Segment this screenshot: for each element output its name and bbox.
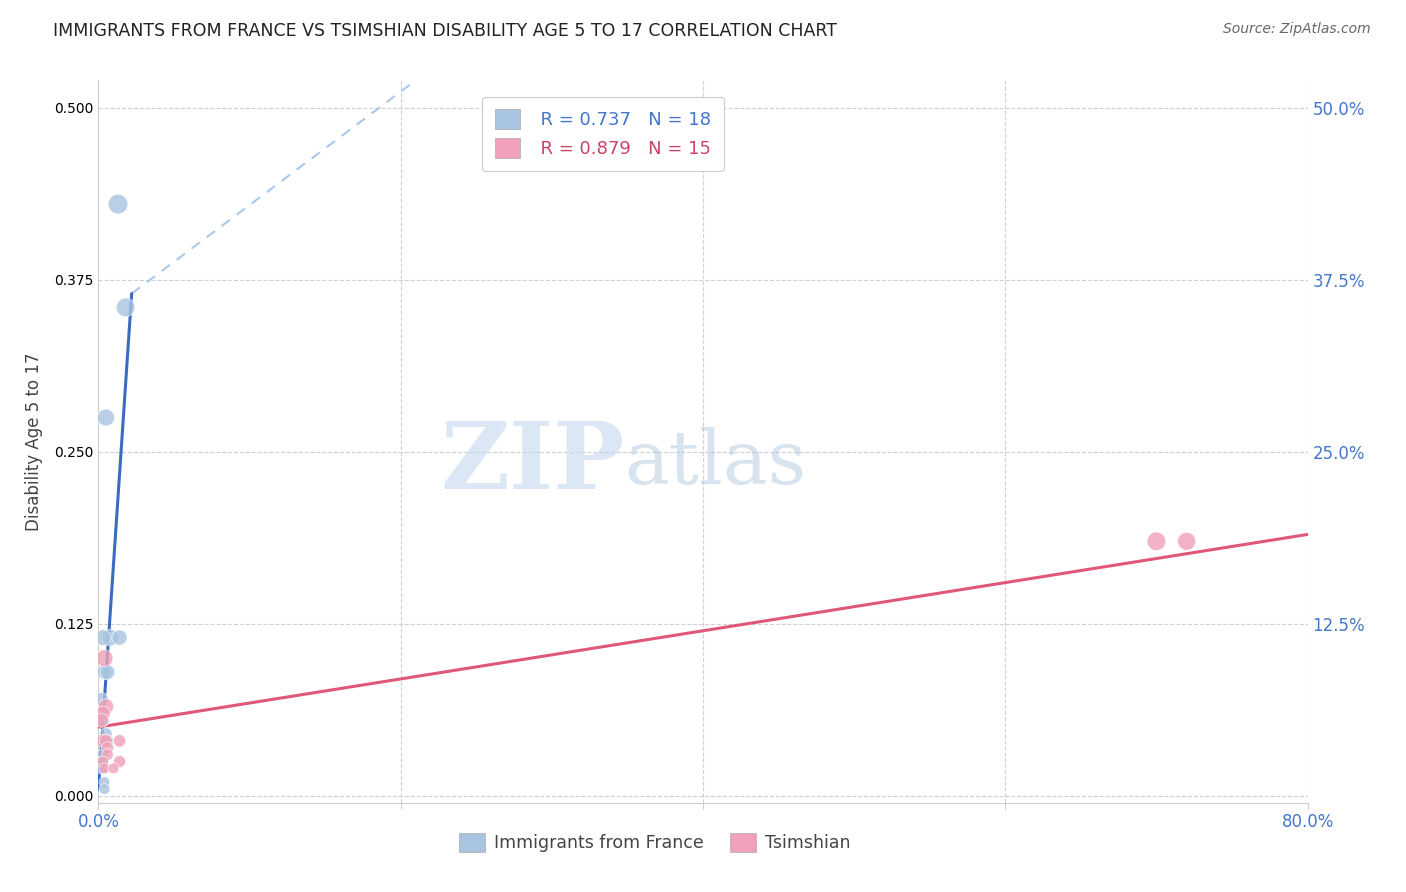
Point [93, 782, 115, 797]
Point [96, 665, 118, 679]
Point [94, 734, 117, 748]
Point [90, 692, 112, 706]
Point [96, 740, 118, 755]
Point [91, 713, 114, 727]
Text: atlas: atlas [624, 426, 807, 500]
Legend: Immigrants from France, Tsimshian: Immigrants from France, Tsimshian [453, 826, 856, 859]
Point [108, 734, 131, 748]
Point [91, 706, 114, 721]
Point [108, 631, 131, 645]
Point [108, 755, 131, 769]
Point [93, 651, 115, 665]
Point [1144, 534, 1167, 549]
Point [94, 410, 117, 425]
Point [94, 727, 117, 741]
Point [91, 734, 114, 748]
Point [90, 713, 112, 727]
Point [90, 706, 112, 721]
Point [94, 699, 117, 714]
Point [90, 761, 112, 775]
Point [91, 755, 114, 769]
Y-axis label: Disability Age 5 to 17: Disability Age 5 to 17 [25, 352, 44, 531]
Point [96, 734, 118, 748]
Text: Source: ZipAtlas.com: Source: ZipAtlas.com [1223, 22, 1371, 37]
Point [93, 665, 115, 679]
Point [96, 747, 118, 762]
Point [114, 301, 136, 315]
Point [91, 631, 114, 645]
Point [100, 631, 122, 645]
Point [91, 755, 114, 769]
Point [91, 747, 114, 762]
Point [93, 775, 115, 789]
Point [103, 761, 125, 775]
Point [107, 197, 129, 211]
Text: IMMIGRANTS FROM FRANCE VS TSIMSHIAN DISABILITY AGE 5 TO 17 CORRELATION CHART: IMMIGRANTS FROM FRANCE VS TSIMSHIAN DISA… [53, 22, 838, 40]
Point [1175, 534, 1198, 549]
Point [93, 761, 115, 775]
Text: ZIP: ZIP [440, 418, 624, 508]
